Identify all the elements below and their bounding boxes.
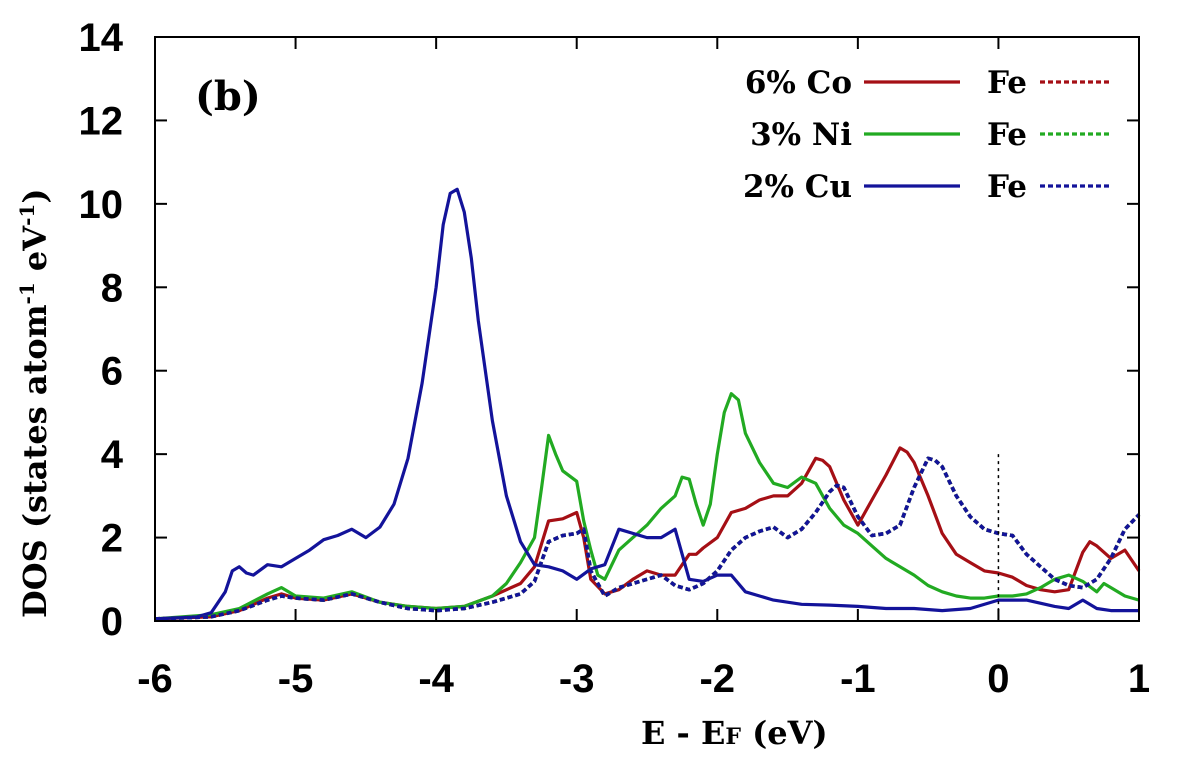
x-tick-label: -1 <box>840 657 876 701</box>
y-tick-label: 2 <box>101 517 123 561</box>
series-line-2-cu <box>154 187 1139 621</box>
x-tick-label: -5 <box>278 657 314 701</box>
y-tick-label: 6 <box>101 350 123 394</box>
y-tick-label: 8 <box>101 266 123 310</box>
series-line-3-ni <box>154 392 1140 621</box>
y-tick-label: 10 <box>79 183 124 227</box>
x-tick-label: -2 <box>699 657 735 701</box>
plot-frame <box>154 36 1140 622</box>
series-line-6-co <box>154 446 1141 621</box>
y-tick-label: 4 <box>101 433 124 477</box>
axis-ticks <box>154 36 1140 622</box>
x-axis-title: E - EF (eV) <box>641 714 828 752</box>
x-tick-label: 0 <box>987 657 1009 701</box>
x-tick-label: -3 <box>559 657 595 701</box>
plot-series <box>154 187 1141 621</box>
panel-label: (b) <box>195 73 261 120</box>
legend-label: 6% Co <box>745 65 852 101</box>
y-tick-label: 14 <box>79 16 124 60</box>
legend: 6% Co Fe 3% Ni Fe 2% Cu Fe <box>743 65 1110 205</box>
y-axis-title: DOS (states atom-1 eV-1) <box>15 189 54 618</box>
legend-fe-label: Fe <box>987 65 1027 101</box>
x-tick-label: 1 <box>1128 657 1150 701</box>
x-tick-label: -6 <box>137 657 173 701</box>
legend-label: 3% Ni <box>750 117 852 153</box>
legend-fe-label: Fe <box>987 117 1027 153</box>
x-tick-label: -4 <box>418 657 454 701</box>
y-tick-label: 12 <box>79 99 124 143</box>
y-tick-label: 0 <box>101 600 123 644</box>
legend-fe-label: Fe <box>987 169 1027 205</box>
legend-label: 2% Cu <box>743 169 852 205</box>
